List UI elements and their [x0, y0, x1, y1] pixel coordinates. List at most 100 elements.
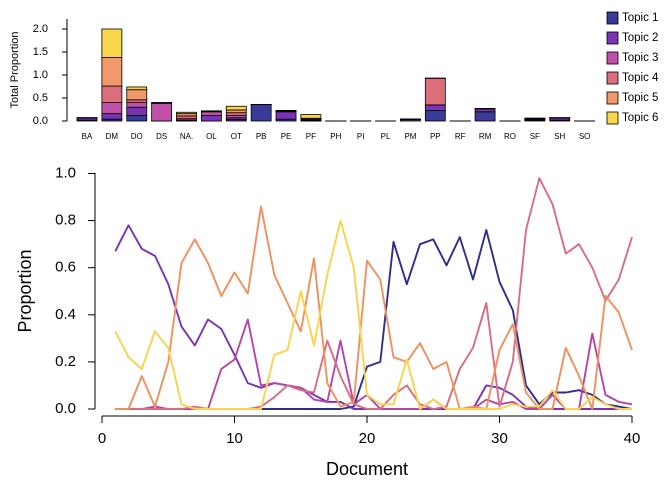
- bar-stack: [225, 105, 247, 122]
- bar-x-tick-label: PL: [381, 132, 391, 141]
- line-y-axis-label: Proportion: [15, 249, 35, 332]
- bar-stack: [474, 108, 496, 122]
- bar-x-tick-label: SH: [554, 132, 565, 141]
- line-series: [114, 224, 632, 410]
- bar-segment: [126, 106, 148, 116]
- bar-segment: [424, 104, 446, 111]
- bar-segment: [151, 103, 173, 122]
- legend-label: Topic 1: [622, 12, 658, 24]
- bar-segment: [225, 105, 247, 111]
- bar-segment: [424, 110, 446, 122]
- bar-stack: [424, 77, 446, 122]
- legend-item: Topic 2: [606, 31, 658, 45]
- bar-y-tick-label: 1.5: [33, 46, 48, 58]
- legend-label: Topic 4: [622, 72, 659, 84]
- line-series: [114, 219, 632, 410]
- line-series: [115, 177, 633, 410]
- bar-y-ticks: 0.0 0.5 1.0 1.5 2.0: [33, 23, 67, 127]
- bar-x-tick-label: OL: [206, 132, 217, 141]
- bar-x-tick-label: BA: [82, 132, 93, 141]
- legend-swatch: [606, 91, 619, 105]
- bar-x-tick-label: PI: [357, 132, 365, 141]
- bar-segment: [424, 77, 446, 106]
- bar-x-tick-label: NA.: [180, 132, 193, 141]
- legend-item: Topic 5: [606, 91, 658, 105]
- bar-x-tick-label: DO: [131, 132, 143, 141]
- bar-chart: 0.0 0.5 1.0 1.5 2.0 Total Proportion BA DM DO D…: [9, 19, 595, 141]
- bar-segment: [200, 111, 222, 116]
- line-x-tick-label: 10: [226, 430, 243, 447]
- bar-x-tick-label: DS: [156, 132, 167, 141]
- bar-segment: [101, 102, 123, 115]
- bar-y-axis-label: Total Proportion: [9, 31, 21, 108]
- bar-x-tick-label: PE: [281, 132, 292, 141]
- bar-stack: [76, 117, 98, 122]
- bar-segment: [300, 114, 322, 119]
- bar-x-tick-label: RM: [479, 132, 492, 141]
- bar-stack: [250, 104, 272, 122]
- line-y-tick-label: 0.4: [55, 306, 76, 323]
- bar-x-tick-label: SO: [579, 132, 591, 141]
- legend-swatch: [606, 51, 619, 65]
- line-x-tick-label: 0: [98, 430, 106, 447]
- legend: Topic 1 Topic 2 Topic 3 Topic 4 Topic 5 Topic…: [606, 11, 659, 125]
- bar-y-tick-label: 0.0: [33, 115, 48, 127]
- bar-y-tick-label: 0.5: [33, 92, 48, 104]
- bar-segment: [101, 85, 123, 104]
- bar-stack: [524, 117, 546, 122]
- bar-stack: [101, 28, 123, 122]
- bar-x-tick-label: SF: [530, 132, 540, 141]
- bar-x-tick-label: DM: [106, 132, 119, 141]
- bar-x-tick-label: PB: [256, 132, 267, 141]
- bar-stacks: [76, 28, 595, 122]
- line-y-tick-label: 1.0: [55, 164, 76, 181]
- bar-segment: [101, 28, 123, 58]
- bar-x-tick-label: PM: [404, 132, 416, 141]
- line-x-ticks: 0 10 20 30 40: [98, 416, 640, 447]
- bar-y-tick-label: 2.0: [33, 23, 48, 35]
- bar-x-tick-labels: BA DM DO DS NA. OL OT PB PE PF PH PI PL PM PP RF RM RO SF S…: [82, 132, 591, 141]
- bar-segment: [250, 104, 272, 122]
- legend-swatch: [606, 31, 619, 45]
- bar-stack: [200, 110, 222, 122]
- bar-segment: [176, 111, 197, 115]
- line-y-tick-label: 0.2: [55, 353, 76, 370]
- line-y-tick-label: 0.0: [55, 400, 76, 417]
- bar-stack: [275, 110, 297, 122]
- legend-label: Topic 2: [622, 32, 658, 44]
- legend-item: Topic 4: [606, 71, 659, 85]
- bar-segment: [126, 86, 148, 91]
- bar-segment: [225, 109, 247, 114]
- legend-swatch: [606, 111, 619, 125]
- bar-stack: [151, 102, 173, 122]
- bar-segment: [126, 89, 148, 101]
- line-x-tick-label: 30: [491, 430, 508, 447]
- bar-segment: [275, 111, 297, 120]
- legend-swatch: [606, 71, 619, 85]
- bar-stack: [300, 114, 322, 122]
- bar-stack: [400, 118, 421, 122]
- bar-segment: [126, 115, 148, 122]
- line-x-axis-label: Document: [326, 459, 408, 479]
- bar-stack: [126, 86, 148, 122]
- legend-item: Topic 3: [606, 51, 658, 65]
- bar-segment: [101, 113, 123, 120]
- legend-item: Topic 6: [606, 111, 658, 125]
- line-series-group: [114, 177, 633, 410]
- bar-stack: [176, 111, 197, 122]
- bar-x-tick-label: RF: [455, 132, 466, 141]
- bar-segment: [225, 112, 247, 116]
- bar-segment: [126, 102, 148, 108]
- line-y-ticks: 0.0 0.2 0.4 0.6 0.8 1.0: [55, 164, 95, 417]
- bar-segment: [474, 108, 496, 113]
- legend-item: Topic 1: [606, 11, 658, 25]
- legend-swatch: [606, 11, 619, 25]
- bar-x-tick-label: PH: [330, 132, 341, 141]
- bar-segment: [101, 57, 123, 87]
- bar-segment: [474, 111, 496, 122]
- bar-y-tick-label: 1.0: [33, 69, 48, 81]
- bar-stack: [549, 117, 571, 122]
- bar-x-tick-label: PP: [430, 132, 441, 141]
- bar-x-tick-label: PF: [306, 132, 316, 141]
